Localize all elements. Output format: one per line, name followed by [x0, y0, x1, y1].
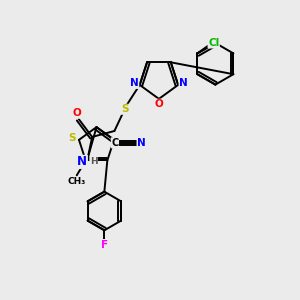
Text: F: F [101, 240, 108, 250]
Text: O: O [154, 99, 163, 109]
Text: N: N [130, 78, 139, 88]
Text: O: O [73, 108, 82, 118]
Text: S: S [121, 104, 129, 114]
Text: Cl: Cl [208, 38, 219, 48]
Text: N: N [77, 155, 87, 168]
Text: N: N [179, 78, 188, 88]
Text: C: C [111, 138, 118, 148]
Text: CH₃: CH₃ [68, 177, 86, 186]
Text: S: S [69, 134, 76, 143]
Text: H: H [90, 158, 98, 166]
Text: N: N [137, 138, 146, 148]
